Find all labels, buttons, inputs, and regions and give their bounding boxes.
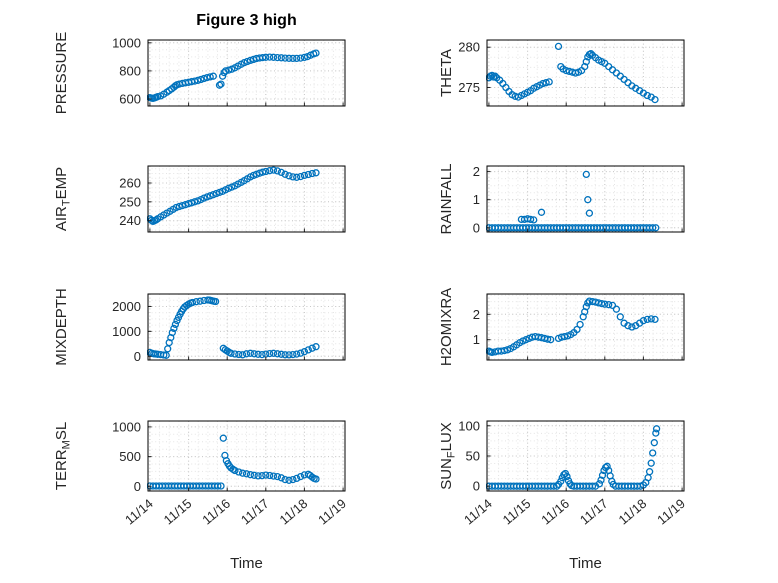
- y-tick-labels: 275 280: [458, 40, 480, 95]
- axis-ticks: [487, 171, 683, 232]
- axes-box: [486, 165, 685, 233]
- axis-ticks: [487, 313, 683, 360]
- y-tick-label: 500: [119, 449, 141, 464]
- axes-box: [486, 293, 685, 361]
- x-tick-label: 11/17: [238, 496, 272, 528]
- x-tick-label: 11/16: [199, 496, 233, 528]
- axes-box: [486, 39, 685, 107]
- y-tick-label: 240: [119, 213, 141, 228]
- y-tick-labels: 0 1 2: [473, 164, 480, 235]
- y-tick-label: 0: [473, 220, 480, 235]
- axis-ticks: [148, 42, 344, 106]
- data-points: [147, 296, 320, 359]
- y-tick-labels: 12: [473, 307, 480, 347]
- y-tick-labels: 240 250 260: [119, 176, 141, 229]
- y-axis-label-terrmsl: TERRMSL: [53, 422, 73, 490]
- data-points: [486, 297, 659, 357]
- y-axis-label-sunflux: SUNFLUX: [438, 422, 458, 490]
- xlabel-time-right: Time: [569, 555, 602, 572]
- subplot-rainfall: 0 1 2 RAINFALL: [438, 164, 685, 235]
- y-tick-label: 2: [473, 164, 480, 179]
- x-tick-label: 11/15: [161, 496, 195, 528]
- axis-ticks: [148, 182, 344, 232]
- y-tick-label: 50: [466, 449, 480, 464]
- y-tick-label: 1000: [112, 35, 141, 50]
- y-tick-label: 2000: [112, 299, 141, 314]
- y-tick-label: 800: [119, 63, 141, 78]
- y-tick-label: 0: [473, 479, 480, 494]
- y-tick-label: 1: [473, 192, 480, 207]
- figure-title: Figure 3 high: [196, 12, 297, 29]
- axes-box: [147, 165, 346, 233]
- x-tick-labels: 11/14 11/15 11/16 11/17 11/18 11/19: [122, 496, 349, 528]
- y-tick-labels: 0 50 100: [458, 418, 480, 493]
- axes-box: [486, 420, 685, 492]
- x-tick-labels: 11/14 11/15 11/16 11/17 11/18 11/19: [461, 496, 688, 528]
- y-tick-label: 600: [119, 92, 141, 107]
- data-points: [486, 170, 660, 232]
- y-axis-label-mixdepth: MIXDEPTH: [53, 288, 70, 366]
- y-axis-label-rainfall: RAINFALL: [438, 164, 455, 235]
- data-points: [147, 434, 320, 490]
- y-tick-label: 1000: [112, 419, 141, 434]
- subplot-terrmsl: 0 500 1000 11/14 11/15 11/16 11/17 11/18 11/19 TE…: [53, 419, 349, 528]
- y-tick-label: 260: [119, 176, 141, 191]
- x-tick-label: 11/19: [654, 496, 688, 528]
- subplot-pressure: 600 800 1000 PRESSURE: [53, 32, 346, 115]
- subplot-airtemp: 240 250 260 AIRTEMP: [53, 165, 346, 233]
- y-axis-label-theta: THETA: [438, 49, 455, 97]
- y-tick-labels: 0 500 1000: [112, 419, 141, 493]
- x-tick-label: 11/15: [500, 496, 534, 528]
- axes-box: [147, 420, 346, 492]
- y-tick-label: 0: [134, 479, 141, 494]
- y-tick-label: 250: [119, 194, 141, 209]
- y-tick-label: 1: [473, 332, 480, 347]
- axis-ticks: [148, 426, 344, 491]
- y-tick-labels: 0 1000 2000: [112, 299, 141, 364]
- x-tick-label: 11/18: [276, 496, 310, 528]
- subplot-mixdepth: 0 1000 2000 MIXDEPTH: [53, 288, 346, 366]
- xlabel-time-left: Time: [230, 555, 263, 572]
- y-tick-label: 2: [473, 307, 480, 322]
- y-tick-label: 1000: [112, 324, 141, 339]
- axes-box: [147, 39, 346, 107]
- x-tick-label: 11/17: [577, 496, 611, 528]
- data-points: [486, 42, 659, 104]
- y-tick-label: 0: [134, 349, 141, 364]
- data-points: [147, 49, 320, 103]
- y-tick-labels: 600 800 1000: [112, 35, 141, 106]
- x-tick-label: 11/14: [461, 496, 495, 528]
- x-tick-label: 11/16: [538, 496, 572, 528]
- axes-box: [147, 293, 346, 361]
- x-tick-label: 11/18: [615, 496, 649, 528]
- y-tick-label: 275: [458, 80, 480, 95]
- y-axis-label-h2omixra: H2OMIXRA: [438, 288, 455, 366]
- x-tick-label: 11/14: [122, 496, 156, 528]
- axis-ticks: [487, 46, 683, 106]
- axis-ticks: [148, 306, 344, 360]
- y-tick-label: 100: [458, 418, 480, 433]
- x-tick-label: 11/19: [315, 496, 349, 528]
- data-points: [147, 166, 320, 226]
- y-axis-label-airtemp: AIRTEMP: [53, 167, 73, 231]
- y-axis-label-pressure: PRESSURE: [53, 32, 70, 115]
- grid-lines: [148, 40, 345, 107]
- y-tick-label: 280: [458, 40, 480, 55]
- axis-ticks: [487, 425, 683, 491]
